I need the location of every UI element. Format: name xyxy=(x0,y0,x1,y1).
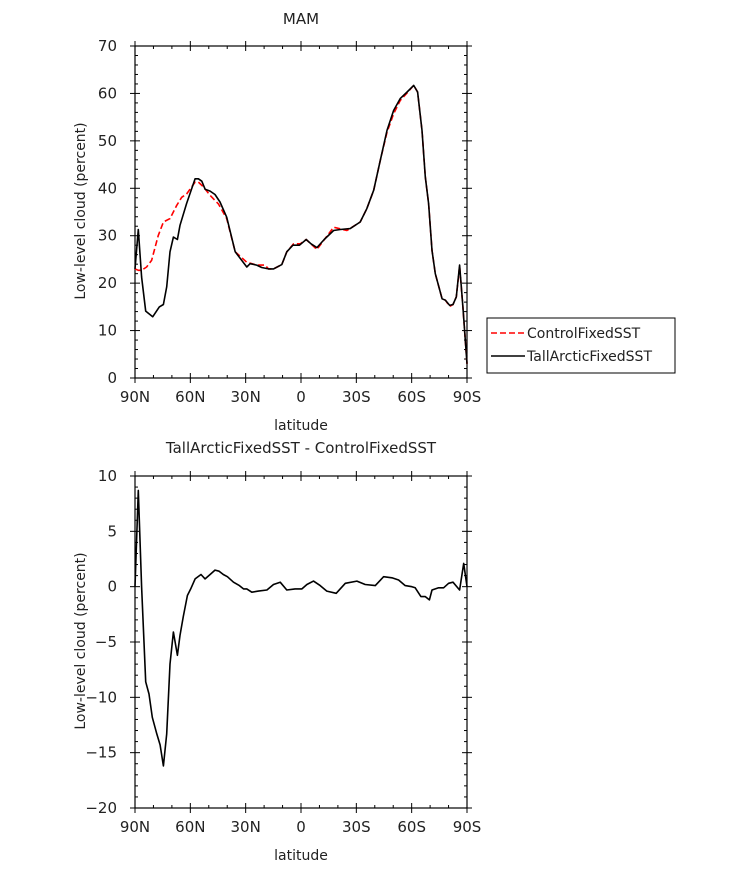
y-tick-label: 10 xyxy=(98,322,117,340)
y-tick-label: −10 xyxy=(85,688,117,706)
x-tick-label: 90N xyxy=(120,818,150,836)
x-tick-label: 30S xyxy=(342,388,371,406)
x-tick-label: 90N xyxy=(120,388,150,406)
bottom-panel-difference: TallArcticFixedSST - ControlFixedSST Low… xyxy=(73,439,481,864)
x-tick-label: 30S xyxy=(342,818,371,836)
x-tick-label: 60S xyxy=(397,818,426,836)
y-tick-label: −5 xyxy=(95,633,117,651)
x-axis-label: latitude xyxy=(274,848,328,864)
y-tick-label: −15 xyxy=(85,744,117,762)
y-tick-label: 60 xyxy=(98,84,117,102)
x-axis-label: latitude xyxy=(274,418,328,434)
y-tick-label: 70 xyxy=(98,37,117,55)
x-tick-label: 90S xyxy=(453,818,482,836)
y-tick-label: 10 xyxy=(98,467,117,485)
plot-frame xyxy=(134,475,468,809)
y-tick-label: 30 xyxy=(98,227,117,245)
series-line-tallarcticfixedsst xyxy=(134,84,468,364)
top-panel-mam: MAM Low-level cloud (percent) latitude 9… xyxy=(73,10,481,434)
chart-title: MAM xyxy=(283,10,319,28)
legend-label-control: ControlFixedSST xyxy=(527,326,641,342)
legend-label-tallarctic: TallArcticFixedSST xyxy=(526,349,652,365)
x-tick-label: 60N xyxy=(175,818,205,836)
y-axis-label: Low-level cloud (percent) xyxy=(73,552,89,729)
y-tick-label: 40 xyxy=(98,179,117,197)
x-tick-label: 0 xyxy=(296,388,306,406)
series-line-difference xyxy=(134,489,468,767)
x-tick-label: 30N xyxy=(231,388,261,406)
legend: ControlFixedSST TallArcticFixedSST xyxy=(486,317,676,374)
legend-box xyxy=(486,317,676,374)
x-tick-label: 30N xyxy=(231,818,261,836)
series-line-controlfixedsst xyxy=(134,84,468,364)
y-tick-label: 20 xyxy=(98,274,117,292)
chart-title: TallArcticFixedSST - ControlFixedSST xyxy=(165,439,437,457)
x-tick-label: 90S xyxy=(453,388,482,406)
y-tick-label: −20 xyxy=(85,799,117,817)
x-tick-label: 60S xyxy=(397,388,426,406)
x-tick-label: 60N xyxy=(175,388,205,406)
y-axis-label: Low-level cloud (percent) xyxy=(73,122,89,299)
y-tick-label: 5 xyxy=(107,522,117,540)
y-tick-label: 0 xyxy=(107,369,117,387)
y-tick-label: 0 xyxy=(107,578,117,596)
y-tick-label: 50 xyxy=(98,132,117,150)
x-tick-label: 0 xyxy=(296,818,306,836)
